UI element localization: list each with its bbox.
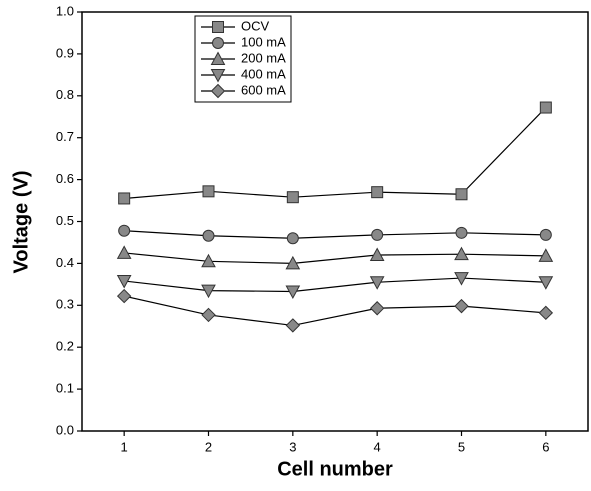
marker bbox=[116, 288, 132, 304]
marker bbox=[210, 69, 226, 83]
x-tick-label: 3 bbox=[289, 439, 296, 454]
marker bbox=[369, 301, 385, 316]
y-tick-label: 0.2 bbox=[56, 339, 74, 354]
y-tick-label: 0.7 bbox=[56, 129, 74, 144]
y-tick-label: 0.5 bbox=[56, 213, 74, 228]
legend-label: OCV bbox=[241, 18, 270, 33]
marker bbox=[454, 246, 469, 261]
marker bbox=[454, 272, 469, 286]
plot-frame bbox=[81, 11, 589, 432]
series-line bbox=[124, 230, 546, 239]
legend-label: 600 mA bbox=[241, 82, 286, 97]
marker bbox=[369, 247, 385, 262]
marker bbox=[539, 101, 552, 114]
x-tick-label: 1 bbox=[121, 439, 128, 454]
x-axis-title: Cell number bbox=[277, 458, 393, 480]
series-line bbox=[124, 295, 546, 327]
x-tick-label: 4 bbox=[374, 439, 381, 454]
legend-label: 100 mA bbox=[241, 34, 286, 49]
legend-label: 400 mA bbox=[241, 66, 286, 81]
marker bbox=[454, 298, 469, 314]
marker bbox=[286, 191, 299, 204]
marker bbox=[202, 185, 215, 198]
marker bbox=[116, 245, 132, 259]
marker bbox=[118, 224, 131, 237]
marker bbox=[538, 248, 554, 262]
y-tick-label: 0.0 bbox=[56, 422, 74, 437]
y-axis-title: Voltage (V) bbox=[10, 171, 32, 274]
marker bbox=[538, 305, 554, 321]
y-tick-label: 1.0 bbox=[56, 3, 74, 18]
marker bbox=[210, 83, 226, 99]
y-tick-label: 0.6 bbox=[56, 171, 74, 186]
marker bbox=[371, 186, 384, 199]
marker bbox=[201, 284, 216, 299]
marker bbox=[118, 192, 131, 205]
marker bbox=[212, 37, 224, 49]
marker bbox=[201, 253, 216, 268]
marker bbox=[286, 232, 299, 245]
marker bbox=[116, 274, 132, 289]
legend-label: 200 mA bbox=[241, 50, 286, 65]
x-tick-label: 2 bbox=[205, 439, 212, 454]
y-tick-label: 0.8 bbox=[56, 87, 74, 102]
marker bbox=[210, 51, 226, 65]
marker bbox=[539, 228, 552, 241]
series-line bbox=[124, 277, 546, 293]
series-line bbox=[124, 107, 547, 200]
marker bbox=[202, 229, 215, 242]
x-tick-label: 6 bbox=[542, 439, 549, 454]
y-tick-label: 0.1 bbox=[56, 381, 74, 396]
marker bbox=[371, 228, 384, 241]
y-tick-label: 0.4 bbox=[56, 255, 74, 270]
marker bbox=[285, 318, 301, 333]
marker bbox=[212, 21, 224, 33]
marker bbox=[285, 255, 301, 270]
x-tick-label: 5 bbox=[458, 439, 465, 454]
marker bbox=[201, 307, 216, 323]
y-tick-label: 0.3 bbox=[56, 297, 74, 312]
marker bbox=[455, 226, 468, 239]
marker bbox=[455, 188, 468, 201]
marker bbox=[538, 276, 554, 290]
y-tick-label: 0.9 bbox=[56, 45, 74, 60]
marker bbox=[285, 285, 301, 300]
marker bbox=[369, 276, 385, 290]
series-line bbox=[124, 252, 546, 265]
